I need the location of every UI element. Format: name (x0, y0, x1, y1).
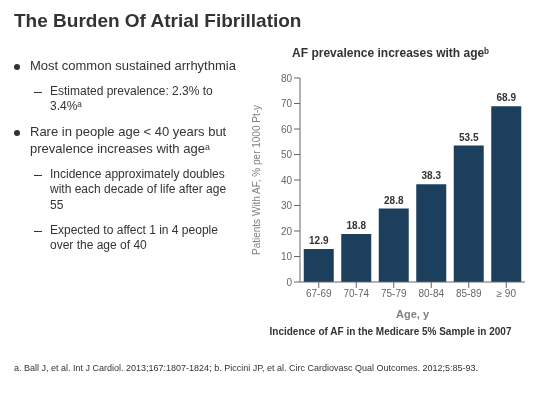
html-text:Most common sustained arrhythm: Most common sustained arrhythmia (30, 58, 236, 73)
html-text:Expected to affect 1 in 4 peop: Expected to affect 1 in 4 people over th… (50, 222, 218, 253)
svg-text:28.8: 28.8 (384, 195, 404, 206)
svg-text:10: 10 (281, 251, 293, 262)
html-text:a. Ball J, et al. Int J Cardio: a. Ball J, et al. Int J Cardiol. 2013;16… (14, 363, 479, 373)
svg-text:70: 70 (281, 98, 293, 109)
html-text:Incidence approximately double: Incidence approximately doubles with eac… (50, 166, 227, 212)
svg-text:68.9: 68.9 (497, 92, 517, 103)
svg-text:80: 80 (281, 73, 293, 84)
svg-text:80-84: 80-84 (418, 288, 444, 299)
svg-text:40: 40 (281, 175, 293, 186)
svg-text:30: 30 (281, 200, 293, 211)
html-text:The Burden Of Atrial Fibrillat: The Burden Of Atrial Fibrillation (14, 10, 302, 31)
svg-text:0: 0 (286, 277, 292, 288)
svg-text:50: 50 (281, 149, 293, 160)
html-text:AF prevalence increases with a: AF prevalence increases with ageᵇ (292, 46, 489, 60)
svg-text:12.9: 12.9 (309, 235, 329, 246)
svg-text:18.8: 18.8 (347, 220, 367, 231)
svg-text:≥ 90: ≥ 90 (497, 288, 517, 299)
svg-text:53.5: 53.5 (459, 132, 479, 143)
svg-text:38.3: 38.3 (422, 170, 442, 181)
svg-text:85-89: 85-89 (456, 288, 482, 299)
html-text:Rare in people age < 40 years: Rare in people age < 40 years but preval… (30, 124, 227, 156)
svg-text:70-74: 70-74 (343, 288, 369, 299)
svg-text:Patients With AF, % per 1000 P: Patients With AF, % per 1000 Pt-y (251, 105, 262, 255)
svg-text:20: 20 (281, 226, 293, 237)
html-text:Incidence of AF in the Medicar: Incidence of AF in the Medicare 5% Sampl… (269, 326, 512, 337)
svg-text:60: 60 (281, 124, 293, 135)
svg-text:75-79: 75-79 (381, 288, 407, 299)
svg-text:Age, y: Age, y (396, 308, 430, 320)
svg-text:67-69: 67-69 (306, 288, 332, 299)
html-text:Estimated prevalence: 2.3% to: Estimated prevalence: 2.3% to 3.4%ᵃ (50, 83, 213, 114)
